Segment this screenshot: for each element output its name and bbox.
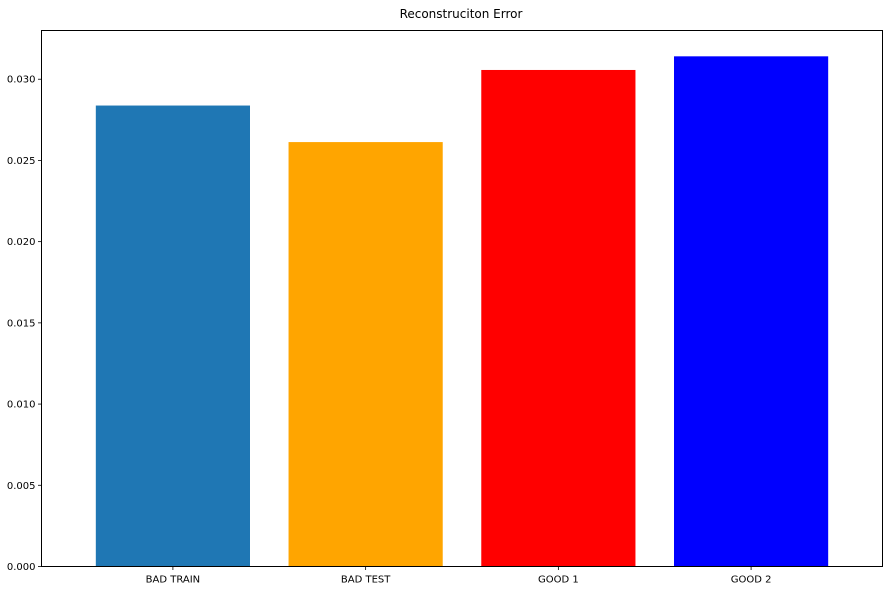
x-tick-label: BAD TEST — [341, 575, 391, 586]
y-tick-label: 0.000 — [7, 562, 36, 573]
bar-bad-test — [288, 142, 443, 567]
y-tick-label: 0.010 — [7, 400, 36, 411]
y-tick-label: 0.015 — [7, 318, 36, 329]
y-tick-label: 0.005 — [7, 481, 36, 492]
y-tick-label: 0.020 — [7, 237, 36, 248]
bar-bad-train — [95, 105, 250, 567]
y-tick-label: 0.025 — [7, 156, 36, 167]
bar-good-1 — [481, 69, 636, 567]
x-tick-label: GOOD 2 — [731, 575, 772, 586]
y-axis: 0.000 0.005 0.010 0.015 0.020 0.025 0.030 — [7, 75, 42, 573]
x-axis: BAD TRAIN BAD TEST GOOD 1 GOOD 2 — [146, 566, 772, 586]
plot-frame — [41, 30, 883, 567]
chart-title: Reconstruciton Error — [400, 7, 523, 21]
bar-good-2 — [674, 56, 829, 567]
y-tick-label: 0.030 — [7, 75, 36, 86]
x-tick-label: GOOD 1 — [538, 575, 579, 586]
x-tick-label: BAD TRAIN — [146, 575, 201, 586]
bars-group — [95, 56, 829, 567]
